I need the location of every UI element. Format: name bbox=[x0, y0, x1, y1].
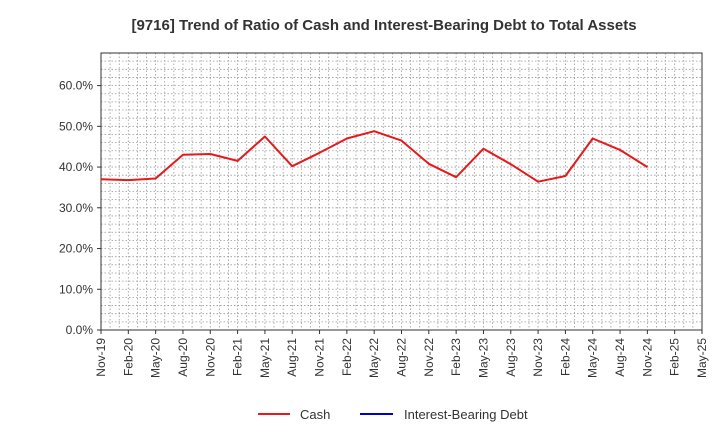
series-line-cash bbox=[100, 130, 648, 183]
x-tick-label: Aug-21 bbox=[285, 338, 299, 377]
legend-label-cash: Cash bbox=[300, 407, 330, 422]
x-tick-label: Feb-23 bbox=[449, 338, 463, 376]
x-tick-label: Nov-19 bbox=[94, 338, 108, 377]
series-lines bbox=[100, 130, 648, 183]
x-tick-label: Feb-22 bbox=[340, 338, 354, 376]
legend: Cash Interest-Bearing Debt bbox=[258, 407, 528, 422]
x-tick-label: May-20 bbox=[149, 338, 163, 378]
y-tick-label: 30.0% bbox=[59, 201, 93, 215]
x-tick-label: May-21 bbox=[258, 338, 272, 378]
x-tick-label: Feb-24 bbox=[558, 338, 572, 376]
x-tick-label: Nov-23 bbox=[531, 338, 545, 377]
y-tick-label: 0.0% bbox=[66, 323, 94, 337]
x-tick-label: May-24 bbox=[586, 338, 600, 378]
chart-title: [9716] Trend of Ratio of Cash and Intere… bbox=[131, 17, 636, 34]
y-axis: 0.0% 10.0% 20.0% 30.0% 40.0% 50.0% 60.0% bbox=[59, 79, 101, 337]
x-axis: Nov-19 Feb-20 May-20 Aug-20 Nov-20 Feb-21 May-… bbox=[94, 330, 709, 378]
x-tick-label: Aug-23 bbox=[504, 338, 518, 377]
x-tick-label: Feb-20 bbox=[121, 338, 135, 376]
legend-label-interest-bearing-debt: Interest-Bearing Debt bbox=[404, 407, 528, 422]
y-tick-label: 40.0% bbox=[59, 160, 93, 174]
x-tick-label: May-23 bbox=[476, 338, 490, 378]
x-tick-label: May-25 bbox=[695, 338, 709, 378]
x-tick-label: Nov-24 bbox=[640, 338, 654, 377]
x-tick-label: May-22 bbox=[367, 338, 381, 378]
x-tick-label: Nov-20 bbox=[203, 338, 217, 377]
y-tick-label: 10.0% bbox=[59, 282, 93, 296]
grid bbox=[101, 53, 702, 330]
x-tick-label: Aug-24 bbox=[613, 338, 627, 377]
x-tick-label: Aug-20 bbox=[176, 338, 190, 377]
y-tick-label: 60.0% bbox=[59, 79, 93, 93]
y-tick-label: 20.0% bbox=[59, 242, 93, 256]
x-tick-label: Nov-22 bbox=[422, 338, 436, 377]
x-tick-label: Feb-25 bbox=[668, 338, 682, 376]
y-tick-label: 50.0% bbox=[59, 119, 93, 133]
x-tick-label: Aug-22 bbox=[395, 338, 409, 377]
x-tick-label: Nov-21 bbox=[313, 338, 327, 377]
x-tick-label: Feb-21 bbox=[231, 338, 245, 376]
